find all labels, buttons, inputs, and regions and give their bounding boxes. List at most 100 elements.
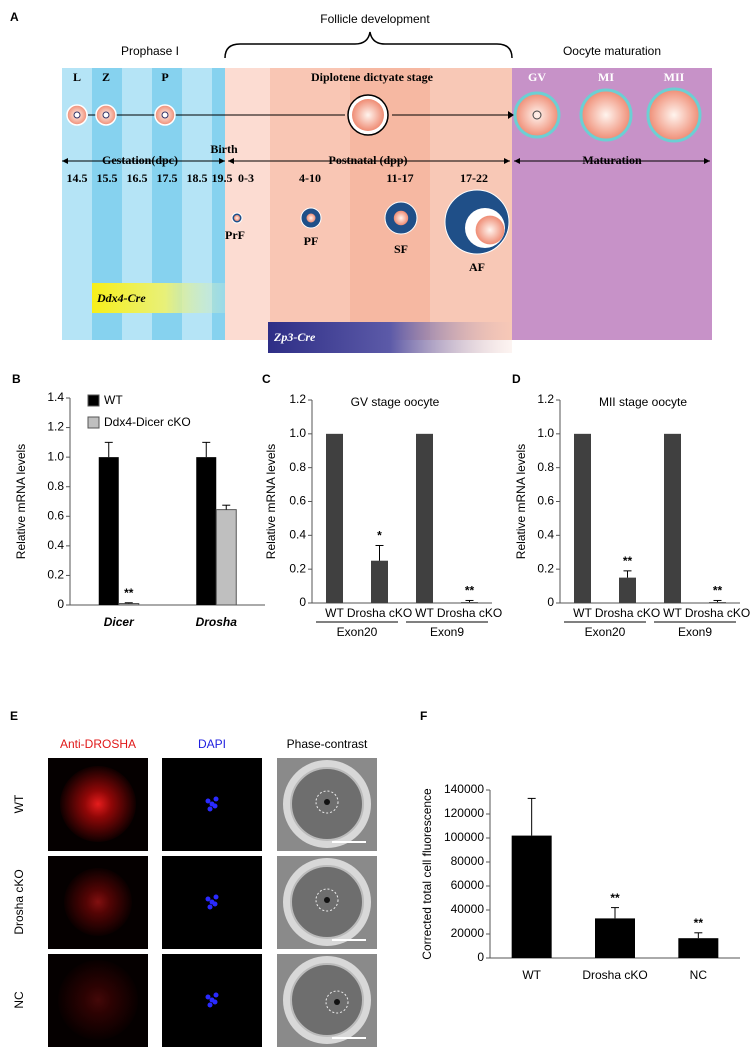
y-axis-label: Relative mRNA levels — [264, 444, 278, 559]
x-tick-label: WT — [663, 606, 682, 620]
dapi — [209, 899, 215, 905]
bar — [118, 603, 140, 606]
y-tick-label: 1.4 — [47, 390, 64, 404]
significance: ** — [465, 584, 475, 598]
row-label: Drosha cKO — [12, 869, 26, 934]
bar — [326, 433, 343, 603]
y-tick-label: 0.8 — [537, 460, 554, 474]
y-tick-label: 0 — [547, 595, 554, 609]
panel-label: A — [10, 10, 19, 24]
cre-bar — [92, 283, 225, 313]
bar — [196, 457, 217, 605]
cre-label: Zp3-Cre — [273, 330, 316, 344]
y-tick-label: 0 — [57, 597, 64, 611]
stage-label: GV — [528, 70, 546, 84]
y-tick-label: 1.0 — [537, 426, 554, 440]
follicle-oocyte — [234, 215, 240, 221]
nucleus — [532, 110, 542, 120]
panel-label: E — [10, 709, 18, 723]
day-label: 17.5 — [157, 171, 178, 185]
group-label: Exon20 — [585, 625, 626, 639]
y-tick-label: 0.6 — [47, 508, 64, 522]
y-axis-label: Relative mRNA levels — [14, 444, 28, 559]
y-tick-label: 1.2 — [47, 420, 64, 434]
y-tick-label: 0.6 — [537, 494, 554, 508]
follicle-oocyte — [306, 213, 316, 223]
y-tick-label: 1.0 — [289, 426, 306, 440]
timeline-label: Gestation(dpc) — [102, 153, 178, 167]
bar — [619, 577, 636, 603]
follicle-label: AF — [469, 260, 485, 274]
panel-label: B — [12, 372, 21, 386]
dapi — [213, 796, 219, 802]
oocyte — [352, 99, 384, 131]
oocyte-body — [290, 963, 364, 1037]
day-label: 14.5 — [67, 171, 88, 185]
y-tick-label: 1.0 — [47, 449, 64, 463]
dapi — [213, 894, 219, 900]
timeline-label: Maturation — [582, 153, 642, 167]
bar — [709, 602, 726, 603]
bar — [416, 433, 433, 603]
timeline-label: Birth — [210, 142, 238, 156]
day-label: 16.5 — [127, 171, 148, 185]
bar — [664, 433, 681, 603]
oocyte — [579, 88, 633, 142]
dapi — [209, 997, 215, 1003]
nucleolus — [334, 999, 340, 1005]
legend-swatch — [87, 416, 100, 429]
brace — [224, 31, 513, 59]
y-tick-label: 0 — [477, 950, 484, 964]
legend-label: Ddx4-Dicer cKO — [104, 415, 191, 429]
y-tick-label: 0.2 — [537, 561, 554, 575]
day-label: 19.5 — [212, 171, 233, 185]
x-tick-label: WT — [573, 606, 592, 620]
y-tick-label: 0.2 — [289, 561, 306, 575]
bar — [678, 938, 719, 958]
fluorescence — [58, 960, 138, 1040]
chart-title: GV stage oocyte — [351, 395, 440, 409]
follicle-oocyte — [475, 215, 505, 245]
group-label: Exon20 — [337, 625, 378, 639]
y-tick-label: 0.8 — [47, 479, 64, 493]
significance: ** — [124, 586, 134, 600]
day-label: 15.5 — [97, 171, 118, 185]
chart-title: MII stage oocyte — [599, 395, 687, 409]
significance: ** — [694, 916, 704, 930]
column-label: Anti-DROSHA — [60, 737, 136, 751]
bar — [461, 602, 478, 603]
nucleus-ring — [315, 790, 339, 814]
follicle-label: PrF — [225, 228, 245, 242]
y-tick-label: 0.4 — [289, 528, 306, 542]
column-label: DAPI — [198, 737, 226, 751]
y-tick-label: 0.4 — [47, 538, 64, 552]
title: Follicle development — [320, 12, 430, 26]
bar — [215, 509, 237, 606]
bar — [371, 560, 388, 603]
x-tick-label: Drosha cKO — [685, 606, 750, 620]
y-tick-label: 0.2 — [47, 568, 64, 582]
fluorescence — [64, 868, 132, 936]
significance: ** — [610, 891, 620, 905]
x-tick-label: Dicer — [104, 615, 135, 629]
row-label: WT — [12, 794, 26, 813]
x-tick-label: Drosha cKO — [437, 606, 502, 620]
follicle-label: PF — [304, 234, 319, 248]
fluorescence — [60, 766, 136, 842]
x-tick-label: Drosha cKO — [347, 606, 412, 620]
y-axis-label: Relative mRNA levels — [514, 444, 528, 559]
y-tick-label: 1.2 — [537, 392, 554, 406]
group-label: Exon9 — [678, 625, 712, 639]
nucleus-ring — [315, 888, 339, 912]
follicle-oocyte — [393, 210, 409, 226]
legend-label: WT — [104, 393, 123, 407]
significance: * — [377, 529, 382, 543]
y-tick-label: 40000 — [451, 902, 485, 916]
day-label: 18.5 — [187, 171, 208, 185]
y-tick-label: 0.8 — [289, 460, 306, 474]
panel-label: C — [262, 372, 271, 386]
timeline-label: Postnatal (dpp) — [328, 153, 407, 167]
stage-label: MII — [664, 70, 685, 84]
